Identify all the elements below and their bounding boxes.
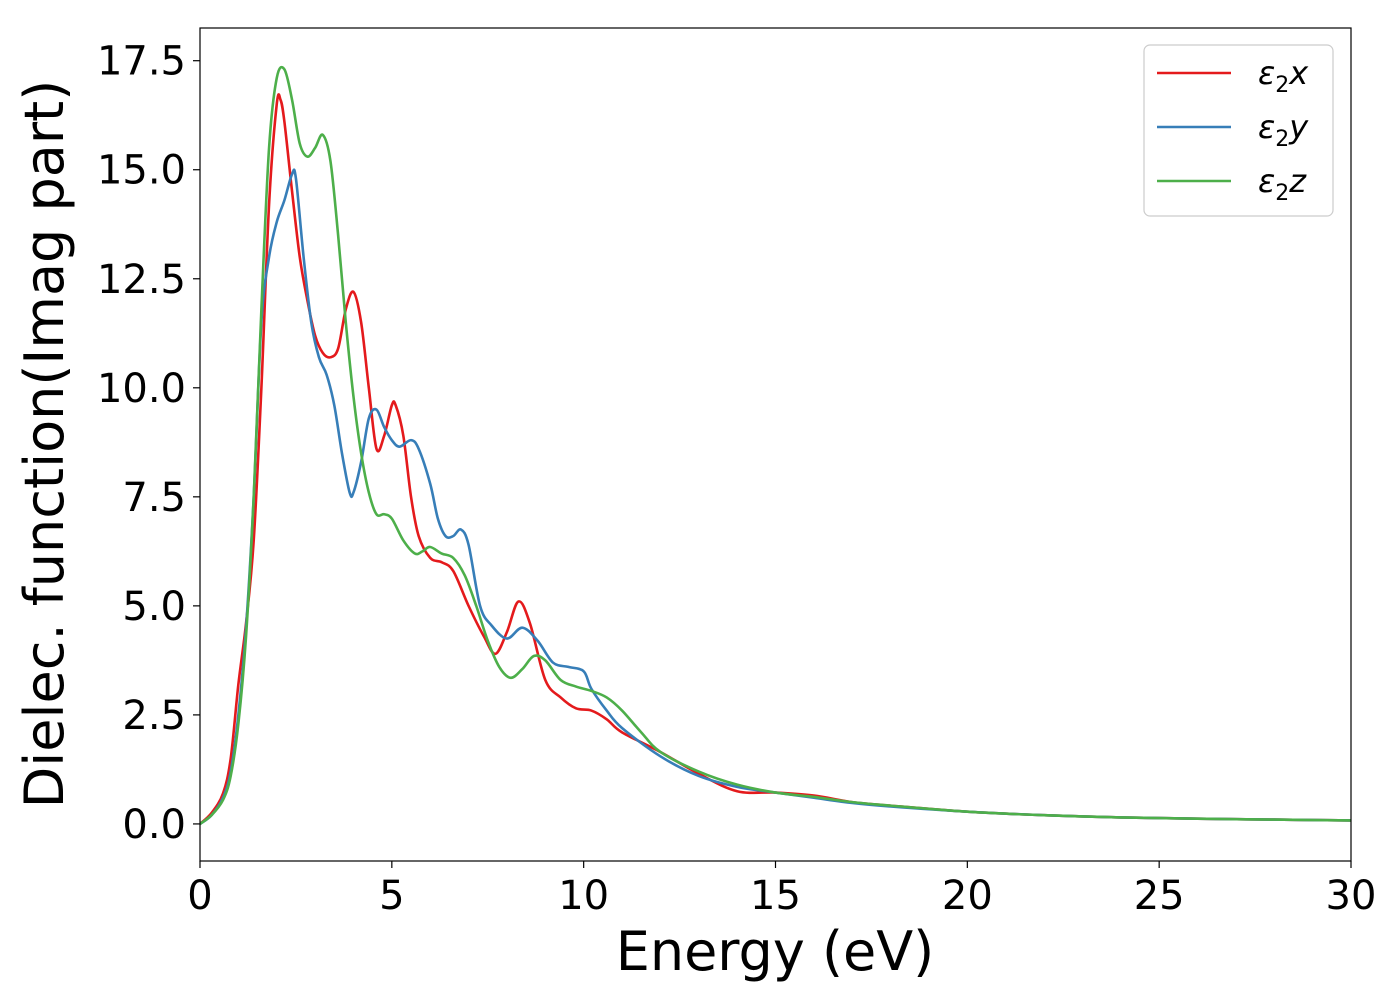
y-tick-label: 5.0 xyxy=(122,584,186,630)
y-axis: 0.0 2.5 5.0 7.5 10.0 12.5 15.0 17.5 xyxy=(97,39,200,848)
x-axis: 0 5 10 15 20 25 30 xyxy=(187,861,1376,919)
x-tick-label: 20 xyxy=(942,873,993,919)
x-tick-label: 5 xyxy=(379,873,404,919)
legend-label-y: ε2y xyxy=(1258,108,1309,152)
series-line-z xyxy=(200,65,1351,826)
x-tick-label: 0 xyxy=(187,873,212,919)
y-tick-label: 7.5 xyxy=(122,475,186,521)
y-tick-label: 2.5 xyxy=(122,693,186,739)
x-tick-label: 10 xyxy=(558,873,609,919)
x-tick-label: 25 xyxy=(1134,873,1185,919)
series-layer xyxy=(200,65,1351,826)
x-tick-label: 15 xyxy=(750,873,801,919)
legend-label-z: ε2z xyxy=(1258,162,1307,206)
legend-box xyxy=(1143,44,1334,217)
y-tick-label: 15.0 xyxy=(97,148,186,194)
y-axis-title: Dielec. function(Imag part) xyxy=(13,80,76,809)
y-tick-label: 12.5 xyxy=(97,257,186,303)
series-line-x xyxy=(200,93,1351,826)
legend: ε2x ε2y ε2z xyxy=(1143,44,1334,217)
legend-label-x: ε2x xyxy=(1258,54,1309,98)
series-line-y xyxy=(200,168,1351,826)
y-tick-label: 0.0 xyxy=(122,802,186,848)
x-tick-label: 30 xyxy=(1326,873,1377,919)
x-axis-title: Energy (eV) xyxy=(616,920,935,983)
y-tick-label: 10.0 xyxy=(97,366,186,412)
y-tick-label: 17.5 xyxy=(97,39,186,85)
